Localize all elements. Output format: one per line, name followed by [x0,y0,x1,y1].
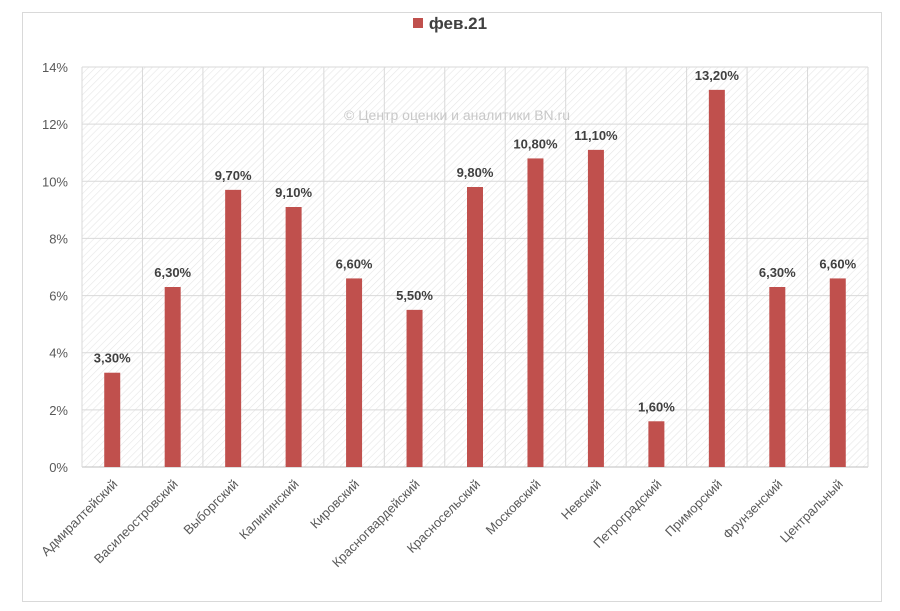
data-label: 6,30% [759,265,796,280]
bar [527,158,544,467]
y-tick-label: 8% [49,231,68,246]
legend-swatch [412,18,423,28]
bar [467,187,483,467]
bar [164,287,181,467]
x-tick-label: Выборгский [180,477,241,538]
data-label: 9,70% [215,168,252,183]
bar [346,278,363,467]
data-label: 6,60% [819,256,856,271]
data-label: 9,10% [275,185,312,200]
data-label: 10,80% [513,136,558,151]
y-tick-label: 10% [42,174,68,189]
bar [104,372,121,467]
x-tick-label: Московский [483,477,544,538]
legend: фев.21 [0,14,900,34]
x-tick-label: Приморский [662,477,725,540]
watermark-text: © Центр оценки и аналитики BN.ru [344,107,570,123]
data-label: 3,30% [94,351,131,366]
y-tick-label: 14% [42,60,68,75]
x-tick-label: Калининский [236,477,302,543]
data-label: 11,10% [574,128,618,143]
x-tick-label: Фрунзенский [720,477,785,542]
y-tick-label: 12% [42,117,68,132]
data-label: 5,50% [396,288,433,303]
y-tick-label: 2% [49,403,68,418]
data-label: 6,30% [154,265,191,280]
bar [225,189,242,467]
data-label: 13,20% [695,68,740,83]
data-label: 6,60% [336,256,373,271]
x-tick-label: Центральный [777,477,846,546]
y-tick-label: 0% [49,460,68,475]
legend-label: фев.21 [428,14,488,33]
bar [587,149,604,467]
x-tick-label: Кировский [307,477,362,532]
bar [708,89,725,467]
y-tick-label: 4% [49,346,68,361]
bar [406,309,423,467]
bar [769,287,786,467]
bar [285,207,302,467]
bar [648,421,665,467]
data-label: 9,80% [457,165,494,180]
y-tick-label: 6% [49,289,68,304]
x-tick-label: Невский [558,477,604,523]
data-label: 1,60% [638,399,675,414]
bar [829,278,846,467]
